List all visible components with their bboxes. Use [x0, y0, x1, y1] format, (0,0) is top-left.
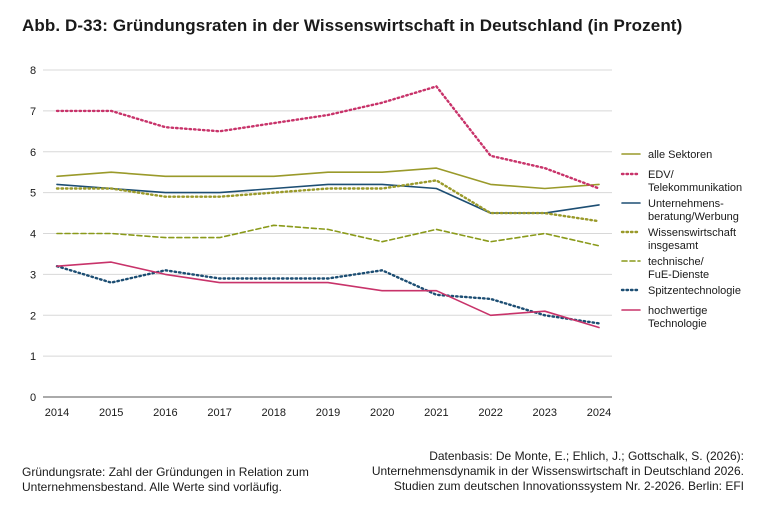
- y-tick-label: 0: [30, 392, 36, 404]
- series-line: [55, 265, 601, 325]
- legend-label-line: FuE-Dienste: [648, 269, 709, 281]
- y-axis-ticks: 0 1 2 3 4 5 6 7 8: [30, 65, 36, 404]
- series-line: [55, 179, 601, 223]
- source-line: Unternehmensdynamik in der Wissenswirtsc…: [371, 464, 744, 478]
- x-axis-ticks: 2014 2015 2016 2017 2018 2019 2020 2021 2022 2023…: [45, 407, 611, 419]
- grid: [43, 69, 612, 398]
- series-line: [56, 224, 600, 247]
- legend-label: alle Sektoren: [648, 149, 712, 161]
- x-tick-label: 2018: [262, 407, 286, 419]
- legend-label: technische/FuE-Dienste: [648, 256, 709, 281]
- y-tick-label: 2: [30, 310, 36, 322]
- x-tick-label: 2017: [207, 407, 231, 419]
- legend-label: hochwertige Technologie: [648, 305, 707, 330]
- y-tick-label: 3: [30, 269, 36, 281]
- legend-label-line: Unternehmens-: [648, 198, 724, 210]
- series-line: [55, 85, 601, 190]
- legend-label-line: insgesamt: [648, 240, 698, 252]
- y-tick-label: 6: [30, 147, 36, 159]
- x-tick-label: 2015: [99, 407, 123, 419]
- y-tick-label: 1: [30, 351, 36, 363]
- source-line: Studien zum deutschen Innovationssystem …: [393, 479, 744, 493]
- y-tick-label: 5: [30, 188, 36, 200]
- x-tick-label: 2024: [587, 407, 611, 419]
- series-line: [56, 183, 600, 214]
- chart-title: Abb. D-33: Gründungsraten in der Wissens…: [22, 16, 683, 35]
- legend: alle Sektoren EDV/Telekommunikation Untern…: [620, 149, 742, 330]
- footnote-line: Gründungsrate: Zahl der Gründungen in Re…: [22, 465, 309, 479]
- source-note: Datenbasis: De Monte, E.; Ehlich, J.; Go…: [372, 449, 744, 494]
- legend-label-line: Telekommunikation: [648, 182, 742, 194]
- x-tick-label: 2019: [316, 407, 340, 419]
- series-line: [56, 167, 600, 190]
- source-line: Datenbasis: De Monte, E.; Ehlich, J.; Go…: [429, 449, 744, 463]
- legend-label: Unternehmens-beratung/Werbung: [648, 198, 739, 223]
- x-tick-label: 2014: [45, 407, 69, 419]
- y-tick-label: 7: [30, 106, 36, 118]
- series-lines: [55, 85, 601, 329]
- legend-label: Wissenswirtschaft insgesamt: [648, 227, 736, 252]
- x-tick-label: 2016: [153, 407, 177, 419]
- legend-label-line: technische/: [648, 256, 705, 268]
- legend-label-line: EDV/: [648, 169, 675, 181]
- y-tick-label: 8: [30, 65, 36, 77]
- x-tick-label: 2022: [478, 407, 502, 419]
- x-tick-label: 2020: [370, 407, 394, 419]
- legend-label-line: beratung/Werbung: [648, 211, 739, 223]
- legend-label: EDV/Telekommunikation: [648, 169, 742, 194]
- legend-label-line: Wissenswirtschaft: [648, 227, 736, 239]
- legend-label-line: Technologie: [648, 318, 707, 330]
- y-tick-label: 4: [30, 229, 36, 241]
- legend-label: Spitzentechnologie: [648, 285, 741, 297]
- footnote: Gründungsrate: Zahl der Gründungen in Re…: [22, 465, 309, 495]
- legend-label-line: alle Sektoren: [648, 149, 712, 161]
- series-line: [56, 261, 600, 329]
- footnote-line: Unternehmensbestand. Alle Werte sind vor…: [22, 480, 282, 494]
- legend-label-line: hochwertige: [648, 305, 707, 317]
- legend-label-line: Spitzentechnologie: [648, 285, 741, 297]
- x-tick-label: 2023: [533, 407, 557, 419]
- x-tick-label: 2021: [424, 407, 448, 419]
